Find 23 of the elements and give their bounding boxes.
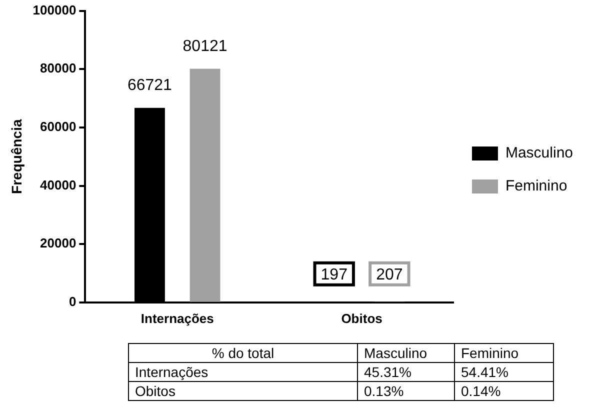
y-tick-label: 80000 [40, 60, 76, 76]
text: % do total [128, 344, 358, 362]
text: Internações [128, 362, 358, 382]
text: 0.14% [454, 382, 554, 400]
legend-label: Feminino [505, 178, 568, 195]
text: 45.31% [358, 362, 454, 382]
text: Masculino [358, 344, 454, 362]
y-tick-label: 60000 [40, 119, 76, 134]
text: 0.13% [358, 382, 454, 400]
y-tick-label: 100000 [32, 2, 76, 18]
y-axis-title: Frequência [8, 119, 24, 194]
data-label: 66721 [127, 77, 172, 94]
y-tick-label: 20000 [40, 236, 76, 251]
data-label: 207 [376, 266, 403, 284]
legend-label: Masculino [505, 144, 573, 162]
bar [190, 68, 220, 302]
y-tick-label: 40000 [40, 177, 76, 192]
text: 54.41% [454, 362, 554, 382]
text: Feminino [454, 344, 554, 362]
y-tick-label: 0 [68, 294, 76, 309]
text: Obitos [128, 382, 358, 400]
data-label: 80121 [182, 38, 228, 56]
data-label: 197 [320, 266, 348, 284]
